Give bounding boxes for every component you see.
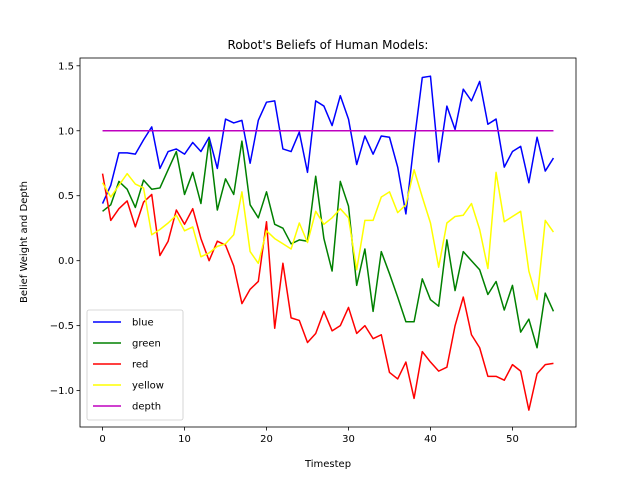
series-line-red bbox=[101, 173, 554, 411]
series-line-yellow bbox=[101, 168, 555, 301]
legend-label-red: red bbox=[132, 360, 148, 371]
series-line-green bbox=[102, 139, 555, 349]
y-axis-label: Belief Weight and Depth bbox=[19, 181, 30, 303]
y-tick-label: 1.5 bbox=[58, 61, 74, 72]
y-tick-label: 0.5 bbox=[58, 191, 74, 202]
x-tick-label: 50 bbox=[506, 434, 519, 445]
legend-label-green: green bbox=[132, 339, 161, 350]
series-layer bbox=[101, 75, 555, 411]
legend: blue green red yellow depth bbox=[86, 309, 184, 421]
legend-label-depth: depth bbox=[132, 402, 161, 413]
plot-border bbox=[79, 57, 577, 428]
legend-label-blue: blue bbox=[132, 318, 154, 329]
x-axis-label: Timestep bbox=[304, 459, 351, 470]
x-tick-label: 20 bbox=[260, 434, 273, 445]
legend-label-yellow: yellow bbox=[132, 381, 164, 392]
x-tick-label: 40 bbox=[424, 434, 437, 445]
y-axis-ticks: −1.0 −0.5 0.0 0.5 1.0 1.5 bbox=[50, 61, 80, 397]
y-tick-label: 1.0 bbox=[58, 126, 74, 137]
x-tick-label: 10 bbox=[178, 434, 191, 445]
series-line-blue bbox=[101, 75, 555, 215]
y-tick-label: −0.5 bbox=[50, 321, 74, 332]
chart-title: Robot's Beliefs of Human Models: bbox=[228, 38, 429, 52]
legend-box bbox=[86, 309, 184, 421]
y-tick-label: −1.0 bbox=[50, 386, 74, 397]
x-axis-ticks: 0 10 20 30 40 50 bbox=[99, 427, 519, 445]
y-tick-label: 0.0 bbox=[58, 256, 74, 267]
x-tick-label: 30 bbox=[342, 434, 355, 445]
x-tick-label: 0 bbox=[99, 434, 105, 445]
